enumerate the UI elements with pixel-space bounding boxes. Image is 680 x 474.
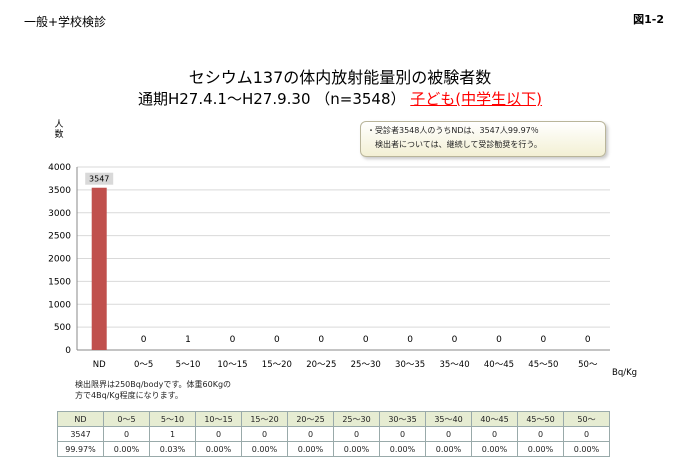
data-table: ND 0〜5 5〜10 10〜15 15〜20 20〜25 25〜30 30〜35 35〜40 4… [57, 411, 610, 457]
table-percent-cell: 0.00% [379, 441, 426, 457]
data-label: 0 [452, 335, 458, 345]
data-label: 0 [496, 335, 502, 345]
table-header-cell: 10〜15 [195, 411, 242, 427]
table-count-cell: 0 [517, 426, 564, 442]
summary-note-line1: ・受診者3548人のうちNDは、3547人99.97％ [367, 126, 539, 135]
y-tick-label: 1000 [48, 300, 71, 310]
table-count-cell: 3547 [57, 426, 104, 442]
summary-note-line2: 検出者については、継続して受診勧奨を行う。 [367, 140, 542, 149]
y-tick-label: 1500 [48, 277, 71, 287]
table-percent-cell: 99.97% [57, 441, 104, 457]
data-label: 0 [363, 335, 369, 345]
table-header-row: ND 0〜5 5〜10 10〜15 15〜20 20〜25 25〜30 30〜35 35〜40 4… [57, 411, 610, 427]
x-tick-label: 0〜5 [134, 360, 153, 370]
data-label-box [85, 172, 114, 185]
x-tick-label: 50〜 [578, 360, 598, 370]
table-percent-cell: 0.03% [149, 441, 196, 457]
bar [91, 187, 107, 350]
table-count-cell: 0 [563, 426, 610, 442]
data-label: 3547 [89, 175, 109, 184]
chart-title: セシウム137の体内放射能量別の被験者数 [188, 68, 492, 87]
y-tick-label: 500 [54, 323, 71, 333]
y-tick-label: 3000 [48, 209, 71, 219]
table-header-cell: 25〜30 [333, 411, 380, 427]
page-tag: 一般+学校検診 [24, 15, 107, 29]
x-tick-label: 45〜50 [528, 360, 558, 370]
table-header-cell: 40〜45 [471, 411, 518, 427]
summary-note: ・受診者3548人のうちNDは、3547人99.97％ 検出者については、継続し… [360, 121, 606, 157]
table-count-row: 3547 0 1 0 0 0 0 0 0 0 0 0 [57, 426, 610, 442]
table-header-cell: 30〜35 [379, 411, 426, 427]
x-tick-label: 20〜25 [306, 360, 336, 370]
subtitle-period: 通期H27.4.1〜H27.9.30 （n=3548） [137, 90, 406, 108]
table-count-cell: 0 [195, 426, 242, 442]
y-tick-label: 3500 [48, 186, 71, 196]
table-header-cell: 15〜20 [241, 411, 288, 427]
table-header-cell: 5〜10 [149, 411, 196, 427]
table-percent-cell: 0.00% [563, 441, 610, 457]
data-label: 0 [274, 335, 280, 345]
data-label: 0 [407, 335, 413, 345]
table-percent-cell: 0.00% [517, 441, 564, 457]
table-count-cell: 1 [149, 426, 196, 442]
data-label: 0 [318, 335, 324, 345]
table-header-cell: ND [57, 411, 104, 427]
x-tick-label: 30〜35 [395, 360, 425, 370]
x-axis-unit: Bq/Kg [612, 368, 637, 378]
detection-note-line1: 検出限界は250Bq/bodyです。体重60Kgの [75, 380, 232, 389]
table-percent-cell: 0.00% [195, 441, 242, 457]
y-tick-label: 0 [65, 346, 71, 356]
table-header-cell: 20〜25 [287, 411, 334, 427]
table-percent-cell: 0.00% [333, 441, 380, 457]
x-tick-label: 10〜15 [217, 360, 247, 370]
table-percent-cell: 0.00% [471, 441, 518, 457]
table-percent-cell: 0.00% [287, 441, 334, 457]
detection-limit-note: 検出限界は250Bq/bodyです。体重60Kgの 方で4Bq/Kg程度になりま… [75, 379, 231, 401]
table-count-cell: 0 [287, 426, 334, 442]
subtitle-target: 子ども(中学生以下) [410, 90, 543, 108]
table-header-cell: 50〜 [563, 411, 610, 427]
chart-subtitle: 通期H27.4.1〜H27.9.30 （n=3548） 子ども(中学生以下) [0, 88, 680, 109]
x-tick-label: 40〜45 [484, 360, 514, 370]
data-label: 1 [185, 335, 191, 345]
bar-chart: 050010001500200025003000350040003547ND00… [48, 163, 637, 378]
table-header-cell: 0〜5 [103, 411, 150, 427]
y-tick-label: 2500 [48, 232, 71, 242]
data-label: 0 [230, 335, 236, 345]
data-label: 0 [585, 335, 591, 345]
table-count-cell: 0 [425, 426, 472, 442]
table-count-cell: 0 [333, 426, 380, 442]
table-count-cell: 0 [379, 426, 426, 442]
table-percent-row: 99.97% 0.00% 0.03% 0.00% 0.00% 0.00% 0.00% 0.00… [57, 441, 610, 457]
x-tick-label: ND [93, 360, 106, 370]
table-count-cell: 0 [471, 426, 518, 442]
table-count-cell: 0 [241, 426, 288, 442]
y-axis-label: 人数 [54, 120, 64, 140]
x-tick-label: 35〜40 [439, 360, 469, 370]
table-percent-cell: 0.00% [241, 441, 288, 457]
data-label: 0 [541, 335, 547, 345]
y-tick-label: 4000 [48, 163, 71, 173]
detection-note-line2: 方で4Bq/Kg程度になります。 [75, 391, 183, 400]
table-header-cell: 45〜50 [517, 411, 564, 427]
table-percent-cell: 0.00% [425, 441, 472, 457]
table-header-cell: 35〜40 [425, 411, 472, 427]
x-tick-label: 15〜20 [262, 360, 292, 370]
figure-number: 図1-2 [633, 13, 664, 26]
x-tick-label: 5〜10 [176, 360, 201, 370]
y-tick-label: 2000 [48, 255, 71, 265]
x-tick-label: 25〜30 [351, 360, 381, 370]
table-percent-cell: 0.00% [103, 441, 150, 457]
table-count-cell: 0 [103, 426, 150, 442]
data-label: 0 [141, 335, 147, 345]
